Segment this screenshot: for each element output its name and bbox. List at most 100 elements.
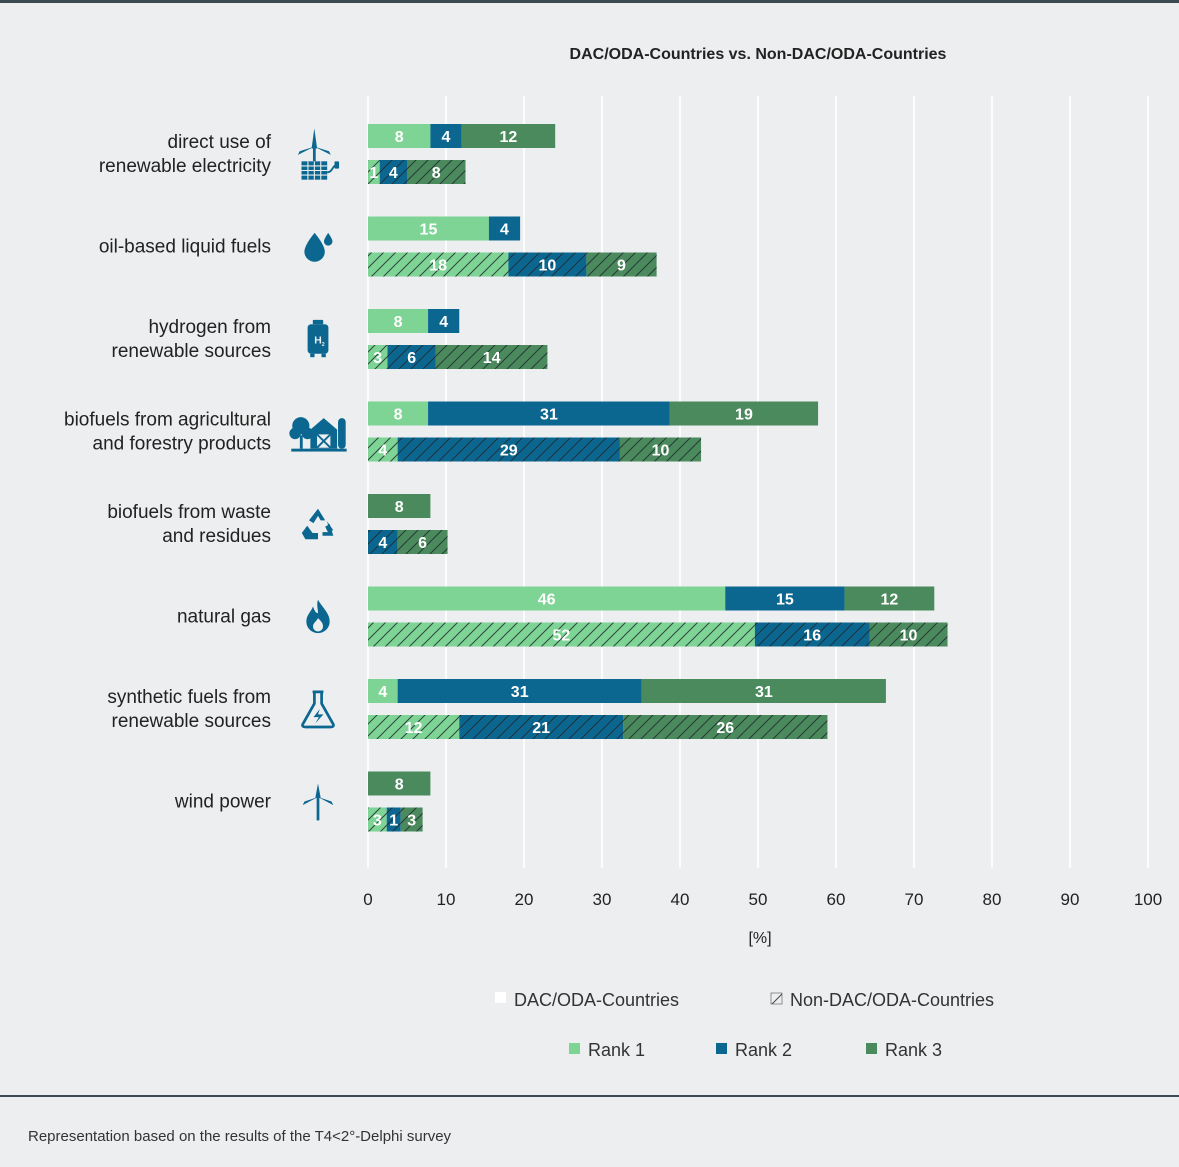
data-label: 12 bbox=[405, 720, 423, 737]
dac-rank3-bar bbox=[368, 771, 431, 796]
dac-rank2-bar bbox=[428, 309, 460, 333]
hatch-overlay bbox=[368, 160, 380, 184]
dac-rank2-bar bbox=[430, 124, 462, 148]
category-label: hydrogen from bbox=[148, 317, 271, 338]
hatch-overlay bbox=[386, 807, 401, 832]
hatch-overlay bbox=[435, 345, 548, 369]
dac-rank2-bar bbox=[725, 586, 845, 611]
hatch-overlay bbox=[623, 715, 828, 739]
x-tick-label: 50 bbox=[749, 890, 768, 909]
data-label: 1 bbox=[369, 165, 378, 182]
top-rule bbox=[0, 0, 1179, 3]
data-label: 8 bbox=[394, 314, 403, 331]
hatch-overlay bbox=[459, 715, 624, 739]
category-label: renewable sources bbox=[112, 341, 271, 362]
hatch-overlay bbox=[400, 807, 423, 832]
data-label: 4 bbox=[500, 222, 509, 239]
farm-icon bbox=[289, 416, 347, 453]
hatch-overlay bbox=[368, 622, 755, 647]
dac-rank1-bar bbox=[368, 124, 431, 148]
data-label: 29 bbox=[500, 443, 518, 460]
data-label: 3 bbox=[407, 813, 416, 830]
hatch-overlay bbox=[754, 622, 870, 647]
oil-drop-icon bbox=[304, 232, 333, 262]
dac-rank3-bar bbox=[641, 679, 886, 703]
hatch-overlay bbox=[368, 807, 387, 832]
legend-rank2-label: Rank 2 bbox=[735, 1040, 792, 1060]
gridlines bbox=[367, 96, 1149, 868]
data-label: 8 bbox=[395, 777, 404, 794]
dac-rank1-bar bbox=[368, 586, 726, 611]
data-label: 10 bbox=[652, 443, 670, 460]
legend-nondac-swatch bbox=[770, 992, 783, 1005]
category-label: wind power bbox=[174, 792, 272, 813]
data-label: 8 bbox=[432, 165, 441, 182]
x-tick-label: 80 bbox=[983, 890, 1002, 909]
x-tick-label: 100 bbox=[1134, 890, 1162, 909]
flask-icon bbox=[301, 690, 335, 729]
hatch-overlay bbox=[368, 530, 398, 554]
dac-rank2-bar bbox=[488, 216, 521, 241]
x-tick-label: 40 bbox=[671, 890, 690, 909]
hatch-overlay bbox=[586, 252, 657, 277]
dac-rank3-bar bbox=[461, 124, 556, 148]
data-label: 12 bbox=[881, 592, 899, 609]
x-tick-label: 20 bbox=[515, 890, 534, 909]
hatch-overlay bbox=[368, 437, 398, 462]
bottom-rule bbox=[0, 1095, 1179, 1097]
hatch-overlay bbox=[368, 345, 388, 369]
category-labels: direct use of renewable electricity oil-ba… bbox=[64, 132, 272, 813]
x-tick-label: 90 bbox=[1061, 890, 1080, 909]
hatch-overlay bbox=[379, 160, 407, 184]
category-label: renewable electricity bbox=[99, 156, 272, 177]
data-label: 26 bbox=[716, 720, 734, 737]
hatch-overlay bbox=[869, 622, 948, 647]
legend: DAC/ODA-Countries Non-DAC/ODA-Countries … bbox=[495, 990, 994, 1060]
legend-rank3-swatch bbox=[866, 1043, 877, 1054]
legend-rank1-label: Rank 1 bbox=[588, 1040, 645, 1060]
hatch-overlay bbox=[387, 345, 436, 369]
category-label: direct use of bbox=[168, 132, 272, 153]
data-label: 8 bbox=[394, 407, 403, 424]
dac-rank1-bar bbox=[368, 401, 429, 426]
x-tick-label: 10 bbox=[437, 890, 456, 909]
category-label: renewable sources bbox=[112, 711, 271, 732]
category-icons bbox=[289, 127, 347, 821]
data-label: 14 bbox=[483, 350, 501, 367]
category-label: biofuels from agricultural bbox=[64, 410, 271, 431]
legend-nondac-label: Non-DAC/ODA-Countries bbox=[790, 990, 994, 1010]
data-label: 12 bbox=[500, 129, 518, 146]
data-label: 8 bbox=[395, 499, 404, 516]
x-tick-label: 30 bbox=[593, 890, 612, 909]
data-label: 31 bbox=[540, 407, 558, 424]
data-label: 10 bbox=[900, 628, 918, 645]
x-tick-label: 0 bbox=[363, 890, 372, 909]
data-label: 4 bbox=[439, 314, 448, 331]
data-label: 1 bbox=[389, 813, 398, 830]
x-tick-label: 70 bbox=[905, 890, 924, 909]
chart-title: DAC/ODA-Countries vs. Non-DAC/ODA-Countr… bbox=[570, 46, 947, 63]
hatch-overlay bbox=[368, 715, 460, 739]
data-label: 46 bbox=[538, 592, 556, 609]
dac-rank1-bar bbox=[368, 309, 429, 333]
data-label: 4 bbox=[378, 535, 387, 552]
chart: H 2 bbox=[64, 46, 1162, 1060]
category-label: and forestry products bbox=[93, 434, 271, 455]
flame-icon bbox=[306, 599, 330, 634]
recycle-icon bbox=[301, 508, 334, 540]
hatch-overlay bbox=[397, 437, 620, 462]
data-label: 8 bbox=[395, 129, 404, 146]
category-label: natural gas bbox=[177, 607, 271, 628]
data-label: 10 bbox=[539, 258, 557, 275]
wind-solar-plug-icon bbox=[296, 127, 340, 181]
data-label: 4 bbox=[389, 165, 398, 182]
data-label: 31 bbox=[511, 684, 529, 701]
legend-dac-label: DAC/ODA-Countries bbox=[514, 990, 679, 1010]
x-axis-label: [%] bbox=[748, 930, 771, 947]
data-label: 21 bbox=[532, 720, 550, 737]
category-label: and residues bbox=[162, 526, 271, 547]
hatch-overlay bbox=[368, 252, 509, 277]
hatch-overlay bbox=[508, 252, 587, 277]
dac-rank3-bar bbox=[368, 494, 431, 518]
